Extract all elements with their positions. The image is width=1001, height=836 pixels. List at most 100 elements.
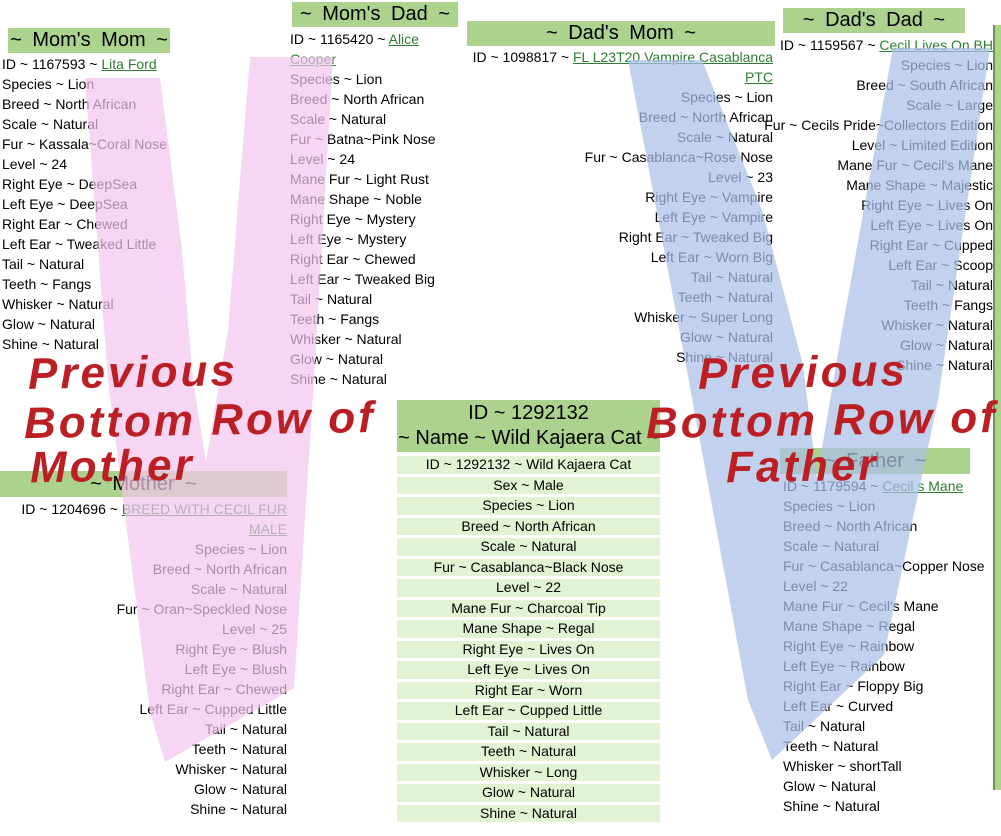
trait-line: Left Ear ~ Scoop	[888, 257, 993, 273]
trait-line: Glow ~ Natural	[290, 351, 383, 367]
trait-line: Level ~ Limited Edition	[851, 137, 993, 153]
trait-line: Right Ear ~ Chewed	[2, 216, 128, 232]
trait-line: Left Eye ~ Blush	[184, 661, 287, 677]
trait-line: Fur ~ Oran~Speckled Nose	[116, 601, 287, 617]
cat-stat-row: Right Ear ~ Worn	[397, 681, 660, 699]
trait-line: Mane Shape ~ Majestic	[846, 177, 993, 193]
trait-line: Breed ~ North African	[783, 518, 918, 534]
trait-line: Whisker ~ Natural	[175, 761, 287, 777]
cat-stat-row: Glow ~ Natural	[397, 784, 660, 802]
cat-id-prefix: ID ~ 1159567 ~	[780, 37, 880, 53]
trait-line: Scale ~ Natural	[190, 581, 287, 597]
cat-stat-row: Breed ~ North African	[397, 517, 660, 535]
trait-line: Whisker ~ Natural	[290, 331, 402, 347]
trait-line: Shine ~ Natural	[290, 371, 387, 387]
panel-body-father: ID ~ 1179594 ~ Cecil s Mane Species ~ Li…	[783, 476, 999, 816]
trait-line: Breed ~ North African	[2, 96, 137, 112]
trait-line: Scale ~ Natural	[783, 538, 880, 554]
annotation-mother: Mother	[29, 440, 196, 493]
trait-line: Teeth ~ Natural	[783, 738, 879, 754]
cat-name-link[interactable]: Cecil s Mane	[882, 478, 964, 494]
trait-list: Species ~ Lion Breed ~ North African Scale…	[5, 539, 287, 819]
trait-line: Whisker ~ Natural	[2, 296, 114, 312]
trait-line: Teeth ~ Fangs	[2, 276, 92, 292]
cat-stat-row: Level ~ 22	[397, 579, 660, 597]
trait-list: Species ~ Lion Breed ~ North African Scale…	[2, 74, 288, 354]
trait-line: Level ~ 24	[290, 151, 355, 167]
trait-line: Breed ~ North African	[290, 91, 425, 107]
trait-line: Left Eye ~ Vampire	[654, 209, 773, 225]
trait-line: Fur ~ Casablanca~Rose Nose	[584, 149, 773, 165]
trait-line: Species ~ Lion	[783, 498, 876, 514]
trait-line: Tail ~ Natural	[910, 277, 993, 293]
trait-list: Species ~ Lion Breed ~ North African Scale…	[467, 87, 773, 367]
cat-stat-row: Teeth ~ Natural	[397, 743, 660, 761]
annotation-previous-right: Previous	[697, 346, 909, 399]
trait-line: Tail ~ Natural	[290, 291, 373, 307]
trait-line: Shine ~ Natural	[2, 336, 99, 352]
trait-line: Tail ~ Natural	[2, 256, 85, 272]
trait-line: Left Ear ~ Tweaked Little	[2, 236, 157, 252]
panel-title-dads-dad: ~ Dad's Dad ~	[783, 8, 965, 33]
trait-line: Mane Fur ~ Light Rust	[290, 171, 429, 187]
annotation-bottom-row-left: Bottom Row of	[23, 392, 377, 449]
cat-stat-row: Shine ~ Natural	[397, 804, 660, 822]
cat-name-link[interactable]: Cecil Lives On BH	[879, 37, 993, 53]
trait-line: Tail ~ Natural	[690, 269, 773, 285]
trait-line: Level ~ 22	[783, 578, 848, 594]
trait-line: Breed ~ North African	[152, 561, 287, 577]
trait-line: Level ~ 24	[2, 156, 67, 172]
cat-name-link[interactable]: BREED WITH CECIL FUR MALE	[121, 501, 287, 537]
trait-list: Species ~ Lion Breed ~ North African Scale…	[783, 496, 999, 816]
trait-line: Left Ear ~ Tweaked Big	[290, 271, 435, 287]
trait-line: Tail ~ Natural	[783, 718, 866, 734]
trait-line: Teeth ~ Fangs	[290, 311, 380, 327]
cat-name-link[interactable]: FL L23T20 Vampire Casablanca PTC	[573, 49, 773, 85]
cat-id-prefix: ID ~ 1204696 ~	[21, 501, 122, 517]
cat-id-prefix: ID ~ 1098817 ~	[472, 49, 573, 65]
cat-id-prefix: ID ~ 1165420 ~	[290, 31, 389, 47]
trait-line: Glow ~ Natural	[2, 316, 95, 332]
trait-line: Right Eye ~ Rainbow	[783, 638, 915, 654]
trait-line: Mane Fur ~ Cecil's Mane	[783, 598, 939, 614]
trait-line: Level ~ 23	[708, 169, 773, 185]
trait-line: Mane Shape ~ Regal	[783, 618, 915, 634]
trait-line: Teeth ~ Natural	[677, 289, 773, 305]
main-cat-rows: ID ~ 1292132 ~ Wild Kajaera Cat Sex ~ Mal…	[397, 456, 660, 822]
panel-body-dads-dad: ID ~ 1159567 ~ Cecil Lives On BH Species…	[764, 35, 993, 375]
main-cat-panel: ID ~ 1292132 ~ Name ~ Wild Kajaera Cat ~…	[397, 400, 660, 825]
cat-stat-row: Right Eye ~ Lives On	[397, 640, 660, 658]
cat-id-line: ID ~ 1165420 ~ Alice Cooper	[290, 29, 460, 69]
trait-line: Glow ~ Natural	[783, 778, 876, 794]
cat-stat-row: ID ~ 1292132 ~ Wild Kajaera Cat	[397, 456, 660, 474]
trait-line: Teeth ~ Fangs	[903, 297, 993, 313]
trait-line: Whisker ~ Natural	[881, 317, 993, 333]
cat-stat-row: Left Ear ~ Cupped Little	[397, 702, 660, 720]
panel-title-moms-dad: ~ Mom's Dad ~	[292, 2, 458, 27]
main-cat-id: ID ~ 1292132	[468, 402, 589, 424]
trait-line: Whisker ~ shortTall	[783, 758, 902, 774]
trait-line: Left Eye ~ Rainbow	[783, 658, 905, 674]
trait-line: Shine ~ Natural	[783, 798, 880, 814]
cat-id-line: ID ~ 1167593 ~ Lita Ford	[2, 54, 288, 74]
cat-id-line: ID ~ 1098817 ~ FL L23T20 Vampire Casabla…	[467, 47, 773, 87]
trait-line: Right Ear ~ Floppy Big	[783, 678, 924, 694]
trait-line: Species ~ Lion	[900, 57, 993, 73]
trait-line: Left Ear ~ Cupped Little	[139, 701, 288, 717]
trait-line: Right Eye ~ Mystery	[290, 211, 416, 227]
trait-line: Level ~ 25	[222, 621, 287, 637]
cat-name-link[interactable]: Lita Ford	[101, 56, 157, 72]
panel-body-moms-mom: ID ~ 1167593 ~ Lita Ford Species ~ Lion B…	[2, 54, 288, 354]
trait-line: Species ~ Lion	[2, 76, 95, 92]
trait-line: Right Eye ~ Lives On	[861, 197, 993, 213]
cat-stat-row: Mane Fur ~ Charcoal Tip	[397, 599, 660, 617]
annotation-previous-left: Previous	[27, 346, 239, 399]
cat-stat-row: Mane Shape ~ Regal	[397, 620, 660, 638]
annotation-father: Father	[725, 440, 879, 493]
trait-line: Fur ~ Cecils Pride~Collectors Edition	[764, 117, 993, 133]
cat-stat-row: Left Eye ~ Lives On	[397, 661, 660, 679]
cat-stat-row: Whisker ~ Long	[397, 763, 660, 781]
panel-body-mother: ID ~ 1204696 ~ BREED WITH CECIL FUR MALE…	[5, 499, 287, 819]
trait-list: Species ~ Lion Breed ~ South African Scale…	[764, 55, 993, 375]
